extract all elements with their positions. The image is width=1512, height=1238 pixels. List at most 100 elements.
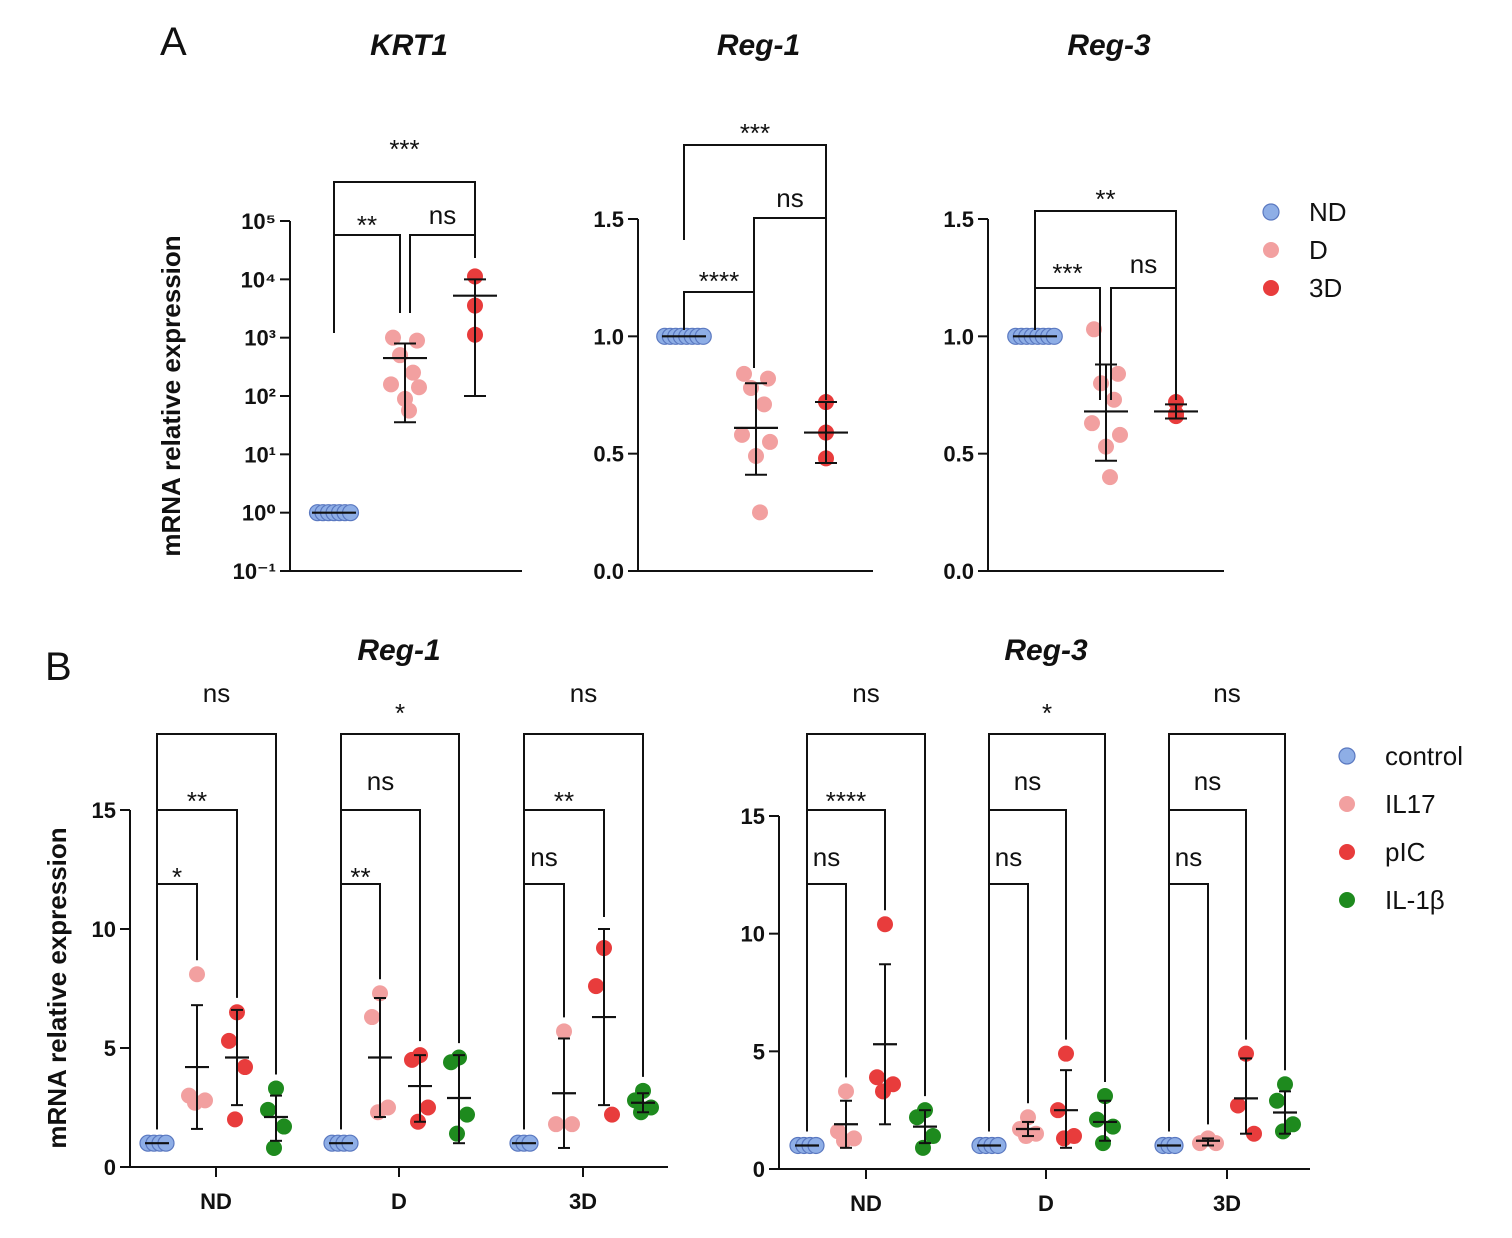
data-point: [411, 379, 427, 396]
significance-bracket: [523, 733, 644, 1130]
significance-label: ***: [389, 134, 419, 164]
data-point: [227, 1111, 243, 1128]
data-point: [762, 433, 778, 450]
y-tick-label: 0.5: [943, 442, 974, 467]
y-tick-label: 10⁻¹: [233, 559, 276, 584]
significance-label: ns: [203, 678, 230, 708]
x-tick-label: 3D: [569, 1189, 597, 1214]
significance-label: ns: [530, 842, 557, 872]
data-point: [734, 426, 750, 443]
x-tick-label: ND: [200, 1189, 232, 1214]
x-tick-label: 3D: [1213, 1191, 1241, 1216]
y-tick-label: 10: [92, 917, 116, 942]
significance-label: **: [187, 786, 207, 816]
significance-label: ns: [367, 766, 394, 796]
significance-bracket: [1110, 287, 1177, 400]
legend-a-item-label: D: [1309, 235, 1328, 265]
x-tick-label: D: [391, 1189, 407, 1214]
significance-bracket: [409, 234, 476, 313]
significance-label: **: [350, 862, 370, 892]
y-tick-label: 1.0: [943, 324, 974, 349]
data-point: [1106, 391, 1122, 408]
data-point: [449, 1125, 465, 1142]
data-point: [556, 1023, 572, 1040]
y-tick-label: 1.5: [943, 207, 974, 232]
data-point: [268, 1080, 284, 1097]
chart-title: Reg-1: [717, 29, 800, 62]
legend-a-item-label: 3D: [1309, 273, 1342, 303]
significance-bracket: [988, 883, 1029, 1132]
data-point: [443, 1054, 459, 1071]
legend-a-item-swatch: [1263, 242, 1279, 258]
data-point: [836, 1132, 852, 1149]
data-point: [237, 1059, 253, 1076]
y-tick-label: 10³: [244, 326, 276, 351]
significance-label: ns: [813, 842, 840, 872]
data-point: [266, 1139, 282, 1156]
chart-title: KRT1: [370, 29, 448, 62]
significance-bracket: [1034, 287, 1101, 400]
legend-b-item-label: IL17: [1385, 789, 1436, 819]
data-point: [1269, 1092, 1285, 1109]
significance-label: ns: [1194, 766, 1221, 796]
y-tick-label: 10: [741, 922, 765, 947]
data-point: [1084, 415, 1100, 432]
significance-label: **: [554, 786, 574, 816]
chart-title: Reg-3: [1067, 29, 1151, 62]
significance-label: ***: [1052, 258, 1082, 288]
x-tick-label: D: [1038, 1191, 1054, 1216]
significance-label: ****: [826, 786, 866, 816]
significance-label: ns: [1175, 842, 1202, 872]
data-point: [276, 1118, 292, 1135]
data-point: [877, 916, 893, 933]
significance-label: ns: [776, 183, 803, 213]
data-point: [401, 402, 417, 419]
chart-title: Reg-3: [1004, 634, 1088, 667]
significance-label: ns: [570, 678, 597, 708]
y-tick-label: 5: [753, 1039, 765, 1064]
significance-label: ns: [429, 200, 456, 230]
significance-label: ns: [852, 678, 879, 708]
legend-a-item-swatch: [1263, 280, 1279, 296]
significance-label: ***: [740, 118, 770, 148]
data-point: [564, 1116, 580, 1133]
data-point: [1246, 1125, 1262, 1142]
y-tick-label: 10¹: [244, 442, 276, 467]
chart-a-2: Reg-1 0.0 0.5 1.0 1.5 *** ns ****: [593, 29, 873, 584]
data-point: [1095, 1135, 1111, 1152]
y-tick-label: 1.0: [593, 324, 624, 349]
chart-a-3: Reg-30.00.51.01.5***** ns: [943, 29, 1224, 584]
significance-bracket: [156, 733, 277, 1130]
data-point: [1102, 469, 1118, 486]
y-tick-label: 10⁴: [241, 267, 276, 292]
significance-bracket: [340, 883, 381, 1130]
y-tick-label: 0.0: [593, 559, 624, 584]
data-point: [1110, 365, 1126, 382]
legend-b-item-swatch: [1338, 747, 1356, 765]
data-point: [875, 1083, 891, 1100]
significance-bracket: [753, 217, 827, 400]
data-point: [260, 1101, 276, 1118]
legend-b-item-label: pIC: [1385, 837, 1425, 867]
legend-b-item-label: IL-1β: [1385, 885, 1445, 915]
data-point: [187, 1094, 203, 1111]
data-point: [756, 396, 772, 413]
data-point: [1058, 1045, 1074, 1062]
legend-b-item-swatch: [1339, 796, 1355, 812]
y-tick-label: 10⁵: [241, 209, 276, 234]
data-point: [420, 1099, 436, 1116]
panel-letter-a: A: [160, 20, 187, 64]
significance-bracket: [523, 883, 565, 1130]
data-point: [383, 376, 399, 393]
significance-bracket: [333, 234, 401, 333]
data-point: [925, 1128, 941, 1145]
data-point: [736, 365, 752, 382]
significance-label: **: [357, 210, 377, 240]
significance-bracket: [683, 291, 755, 368]
significance-label: *: [172, 862, 182, 892]
y-tick-label: 0: [104, 1155, 116, 1180]
data-point: [1168, 394, 1184, 411]
data-point: [1086, 321, 1102, 338]
